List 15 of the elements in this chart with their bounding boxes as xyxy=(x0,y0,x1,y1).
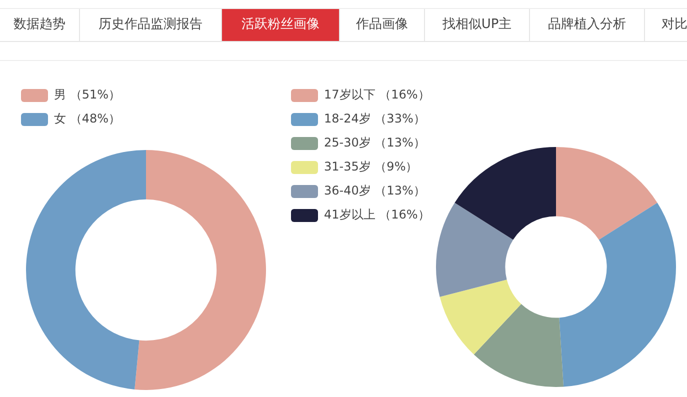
text: 数据趋势 xyxy=(0,9,80,41)
legend-label: 36-40岁 （13%） xyxy=(324,184,426,198)
legend-label: 25-30岁 （13%） xyxy=(324,136,426,150)
legend-label: 18-24岁 （33%） xyxy=(324,112,426,126)
text: 找相似UP主 xyxy=(425,9,530,41)
text: 对比 xyxy=(645,9,687,41)
legend-label: 41岁以上 （16%） xyxy=(324,208,430,222)
legend-label: 17岁以下 （16%） xyxy=(324,88,430,102)
text: 作品画像 xyxy=(340,9,425,41)
legend-label: 男 （51%） xyxy=(54,88,120,102)
text: 历史作品监测报告 xyxy=(80,9,222,41)
text: 活跃粉丝画像 xyxy=(222,9,340,41)
text: 品牌植入分析 xyxy=(530,9,645,41)
legend-label: 31-35岁 （9%） xyxy=(324,160,418,174)
legend-label: 女 （48%） xyxy=(54,112,120,126)
